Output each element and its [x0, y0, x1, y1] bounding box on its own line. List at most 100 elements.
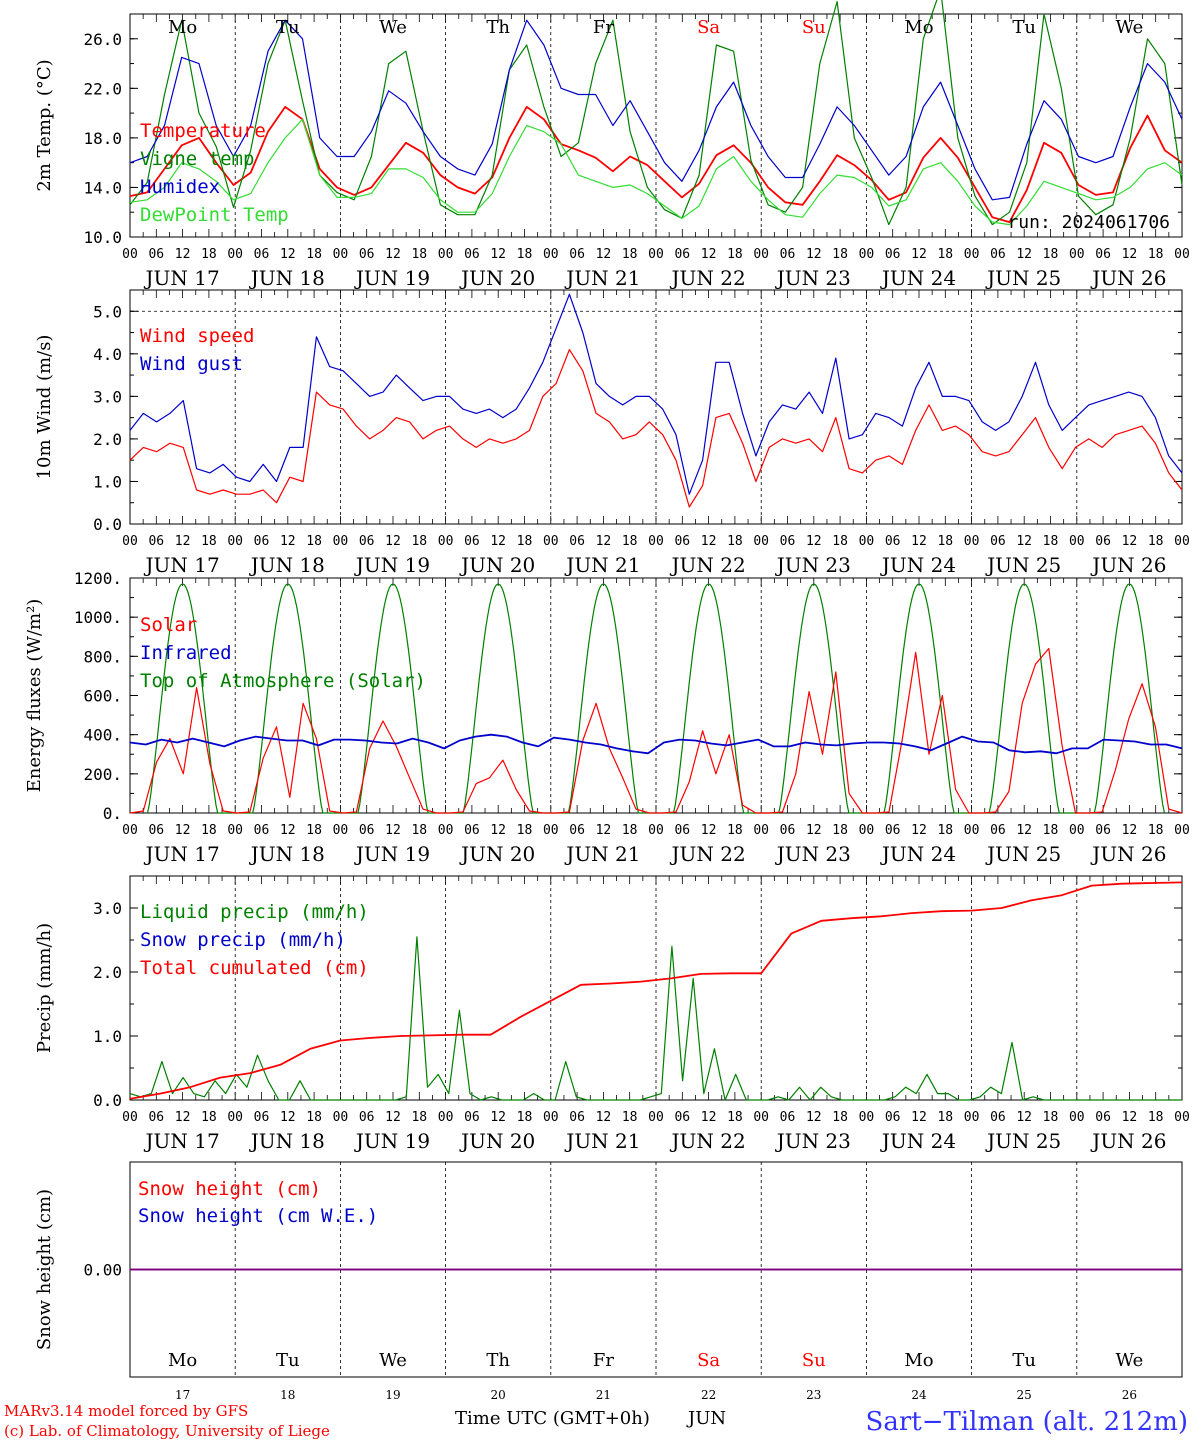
hour-label: 00: [438, 823, 454, 838]
date-label: JUN 23: [775, 1129, 851, 1153]
hour-label: 00: [859, 247, 875, 262]
hour-label: 18: [1043, 534, 1059, 549]
date-label: JUN 23: [775, 842, 851, 866]
hour-label: 00: [753, 1110, 769, 1125]
hour-label: 18: [1043, 823, 1059, 838]
hour-label: 06: [780, 534, 796, 549]
date-label: JUN 20: [459, 553, 535, 577]
day-name-bottom: Mo: [904, 1350, 933, 1371]
hour-label: 06: [1095, 823, 1111, 838]
date-label: JUN 23: [775, 266, 851, 290]
y-axis-label: Snow height (cm): [34, 1189, 55, 1350]
hour-label: 06: [674, 534, 690, 549]
day-name-bottom: Mo: [168, 1350, 197, 1371]
hour-label: 06: [885, 247, 901, 262]
y-axis-label: Energy fluxes (W/m²): [24, 599, 45, 793]
hour-label: 18: [727, 247, 743, 262]
hour-label: 00: [1069, 534, 1085, 549]
day-name-bottom: We: [379, 1350, 407, 1371]
hour-label: 00: [1069, 247, 1085, 262]
date-label: JUN 17: [144, 842, 220, 866]
hour-label: 00: [333, 823, 349, 838]
hour-label: 06: [1095, 534, 1111, 549]
hour-label: 00: [438, 1110, 454, 1125]
hour-label: 18: [201, 247, 217, 262]
hour-label: 12: [1122, 1110, 1138, 1125]
hour-label: 12: [175, 534, 191, 549]
hour-label: 18: [1148, 823, 1164, 838]
hour-label: 00: [964, 534, 980, 549]
hour-label: 12: [911, 247, 927, 262]
date-label: JUN 21: [564, 1129, 640, 1153]
y-tick-label: 5.0: [93, 302, 122, 321]
hour-label: 18: [306, 1110, 322, 1125]
date-label: JUN 26: [1090, 1129, 1166, 1153]
y-tick-label: 3.0: [93, 899, 122, 918]
hour-label: 06: [254, 1110, 270, 1125]
y-tick-label: 1.0: [93, 1027, 122, 1046]
hour-label: 06: [674, 247, 690, 262]
hour-label: 12: [175, 823, 191, 838]
hour-label-end: 00: [1174, 823, 1190, 838]
hour-label: 12: [1122, 247, 1138, 262]
y-tick-label: 200.: [83, 765, 122, 784]
day-name-top: Th: [486, 17, 510, 38]
date-label: JUN 17: [144, 1129, 220, 1153]
hour-label: 12: [701, 534, 717, 549]
hour-label: 00: [543, 247, 559, 262]
legend-entry: Liquid precip (mm/h): [140, 901, 369, 923]
hour-label: 18: [832, 534, 848, 549]
hour-label: 18: [411, 823, 427, 838]
hour-label: 18: [306, 823, 322, 838]
hour-label: 06: [148, 534, 164, 549]
date-label: JUN 23: [775, 553, 851, 577]
legend-entry: Top of Atmosphere (Solar): [140, 670, 426, 692]
legend-entry: Snow precip (mm/h): [140, 929, 346, 951]
day-number: 22: [701, 1388, 716, 1402]
hour-label: 18: [201, 823, 217, 838]
hour-label: 00: [438, 247, 454, 262]
date-label: JUN 24: [880, 842, 956, 866]
date-label: JUN 24: [880, 1129, 956, 1153]
series-total-cumulated-cm-: [129, 881, 1183, 1100]
y-axis-label: Precip (mm/h): [34, 923, 55, 1053]
hour-label: 12: [175, 247, 191, 262]
hour-label: 00: [648, 247, 664, 262]
legend-entry: Humidex: [140, 176, 220, 198]
hour-label: 06: [148, 823, 164, 838]
hour-label: 06: [359, 1110, 375, 1125]
hour-label: 18: [517, 247, 533, 262]
hour-label: 12: [596, 823, 612, 838]
hour-label: 00: [859, 534, 875, 549]
hour-label: 00: [227, 1110, 243, 1125]
y-tick-label: 600.: [83, 687, 122, 706]
hour-label: 06: [464, 1110, 480, 1125]
day-name-bottom: Tu: [276, 1350, 300, 1371]
hour-label: 12: [175, 1110, 191, 1125]
y-axis-label: 10m Wind (m/s): [34, 335, 55, 480]
hour-label: 06: [990, 1110, 1006, 1125]
day-name-bottom: Fr: [593, 1350, 614, 1371]
hour-label: 18: [1043, 1110, 1059, 1125]
hour-label: 00: [333, 534, 349, 549]
hour-label: 06: [254, 247, 270, 262]
hour-label: 00: [227, 534, 243, 549]
y-tick-label: 1000.: [74, 608, 122, 627]
hour-label: 18: [727, 1110, 743, 1125]
date-label: JUN 17: [144, 266, 220, 290]
date-label: JUN 22: [670, 1129, 746, 1153]
legend-entry: Wind gust: [140, 353, 243, 375]
day-name-top: We: [1116, 17, 1144, 38]
panel-2: 0.0 1.0 2.0 3.0 4.0 5.0 10m Wind (m/s) Wind spe…: [34, 289, 1190, 577]
y-tick-label: 10.0: [83, 228, 122, 247]
hour-label: 18: [517, 823, 533, 838]
hour-label: 06: [464, 534, 480, 549]
hour-label: 06: [885, 823, 901, 838]
hour-label: 00: [227, 247, 243, 262]
series-humidex: [129, 19, 1183, 201]
hour-label: 06: [569, 823, 585, 838]
hour-label: 00: [648, 823, 664, 838]
date-label: JUN 25: [985, 1129, 1061, 1153]
hour-label: 06: [464, 247, 480, 262]
day-number: 19: [385, 1388, 400, 1402]
